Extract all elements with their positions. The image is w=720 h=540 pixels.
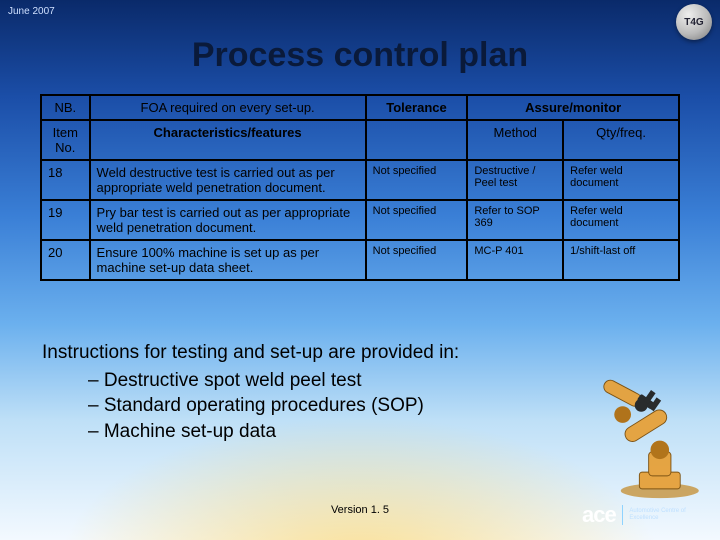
list-item: – Machine set-up data xyxy=(88,419,682,445)
table-header-row-2: Item No. Characteristics/features Method… xyxy=(41,120,679,160)
cell-no: 19 xyxy=(41,200,90,240)
process-table: NB. FOA required on every set-up. Tolera… xyxy=(40,94,680,281)
header-date: June 2007 xyxy=(8,6,55,17)
cell-method: Refer to SOP 369 xyxy=(467,200,563,240)
cell-tol: Not specified xyxy=(366,160,468,200)
hdr-nb: NB. xyxy=(41,95,90,120)
instructions-block: Instructions for testing and set-up are … xyxy=(42,340,682,445)
cell-char: Pry bar test is carried out as per appro… xyxy=(90,200,366,240)
ace-logo: ace Automotive Centre of Excellence xyxy=(582,502,702,528)
table-row: 18 Weld destructive test is carried out … xyxy=(41,160,679,200)
cell-qty: 1/shift-last off xyxy=(563,240,679,280)
ace-sub: Automotive Centre of Excellence xyxy=(629,508,702,521)
table-row: 19 Pry bar test is carried out as per ap… xyxy=(41,200,679,240)
hdr-qty: Qty/freq. xyxy=(563,120,679,160)
table-row: 20 Ensure 100% machine is set up as per … xyxy=(41,240,679,280)
hdr-tolerance: Tolerance xyxy=(366,95,468,120)
hdr-tol-blank xyxy=(366,120,468,160)
slide: June 2007 T4G Process control plan NB. F… xyxy=(0,0,720,540)
ace-divider xyxy=(622,505,624,525)
list-item: – Destructive spot weld peel test xyxy=(88,368,682,394)
hdr-foa: FOA required on every set-up. xyxy=(90,95,366,120)
cell-tol: Not specified xyxy=(366,240,468,280)
cell-tol: Not specified xyxy=(366,200,468,240)
ace-mark: ace xyxy=(582,502,616,528)
t4g-logo: T4G xyxy=(676,4,712,40)
hdr-method: Method xyxy=(467,120,563,160)
hdr-characteristics: Characteristics/features xyxy=(90,120,366,160)
cell-qty: Refer weld document xyxy=(563,160,679,200)
cell-method: Destructive / Peel test xyxy=(467,160,563,200)
cell-no: 20 xyxy=(41,240,90,280)
list-item: – Standard operating procedures (SOP) xyxy=(88,393,682,419)
hdr-item-no: Item No. xyxy=(41,120,90,160)
cell-char: Ensure 100% machine is set up as per mac… xyxy=(90,240,366,280)
cell-char: Weld destructive test is carried out as … xyxy=(90,160,366,200)
page-title: Process control plan xyxy=(0,36,720,75)
cell-no: 18 xyxy=(41,160,90,200)
cell-qty: Refer weld document xyxy=(563,200,679,240)
instructions-lead: Instructions for testing and set-up are … xyxy=(42,340,682,366)
cell-method: MC-P 401 xyxy=(467,240,563,280)
table-header-row-1: NB. FOA required on every set-up. Tolera… xyxy=(41,95,679,120)
hdr-assure: Assure/monitor xyxy=(467,95,679,120)
